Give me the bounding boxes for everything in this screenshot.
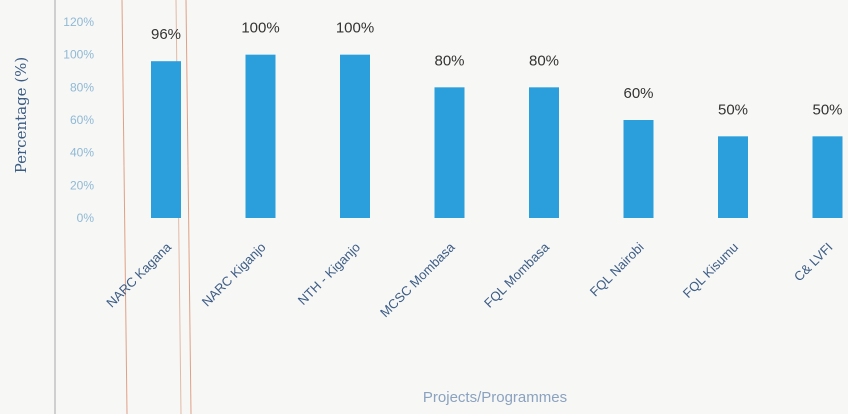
bar: [529, 87, 559, 218]
y-tick-label: 60%: [70, 113, 94, 127]
data-label: 80%: [434, 52, 464, 69]
data-labels-group: 96% 100% 100% 80% 80% 60% 50% 50%: [151, 20, 843, 119]
red-guide-line: [121, 0, 128, 414]
bar: [623, 120, 654, 218]
x-axis-title: Projects/Programmes: [423, 389, 567, 406]
bar: [718, 136, 748, 218]
data-label: 100%: [336, 20, 374, 37]
data-label: 100%: [241, 20, 279, 37]
x-axis-labels: NARC Kagana NARC Kiganjo NTH - Kiganjo MCSC…: [103, 239, 835, 320]
red-guide-line-3: [185, 0, 192, 414]
y-tick-label: 0%: [77, 211, 95, 225]
x-tick-label: MCSC Mombasa: [377, 239, 458, 320]
bars-group: [151, 54, 843, 219]
y-tick-label: 120%: [63, 15, 94, 29]
bar: [245, 54, 276, 218]
x-tick-label: FQL Mombasa: [481, 239, 553, 311]
data-label: 50%: [718, 101, 748, 118]
y-tick-label: 40%: [70, 146, 94, 160]
bar: [812, 136, 843, 218]
x-tick-label: NARC Kiganjo: [199, 240, 269, 310]
y-axis-ticks: 0% 20% 40% 60% 80% 100% 120%: [63, 15, 94, 225]
x-tick-label: NARC Kagana: [103, 239, 174, 310]
x-tick-label: FQL Kisumu: [680, 240, 741, 301]
y-tick-label: 80%: [70, 80, 94, 94]
bar: [340, 54, 370, 218]
data-label: 50%: [812, 101, 842, 118]
x-tick-label: FQL Nairobi: [587, 239, 647, 299]
data-label: 80%: [529, 52, 559, 69]
bar: [434, 87, 465, 218]
y-axis-title: Percentage (%): [12, 57, 30, 174]
x-tick-label: C& LVFI: [791, 240, 836, 285]
x-tick-label: NTH - Kiganjo: [295, 240, 363, 308]
data-label: 60%: [623, 85, 653, 102]
data-label: 96%: [151, 26, 181, 43]
bar: [151, 61, 181, 219]
y-tick-label: 20%: [70, 178, 94, 192]
y-tick-label: 100%: [63, 48, 94, 62]
